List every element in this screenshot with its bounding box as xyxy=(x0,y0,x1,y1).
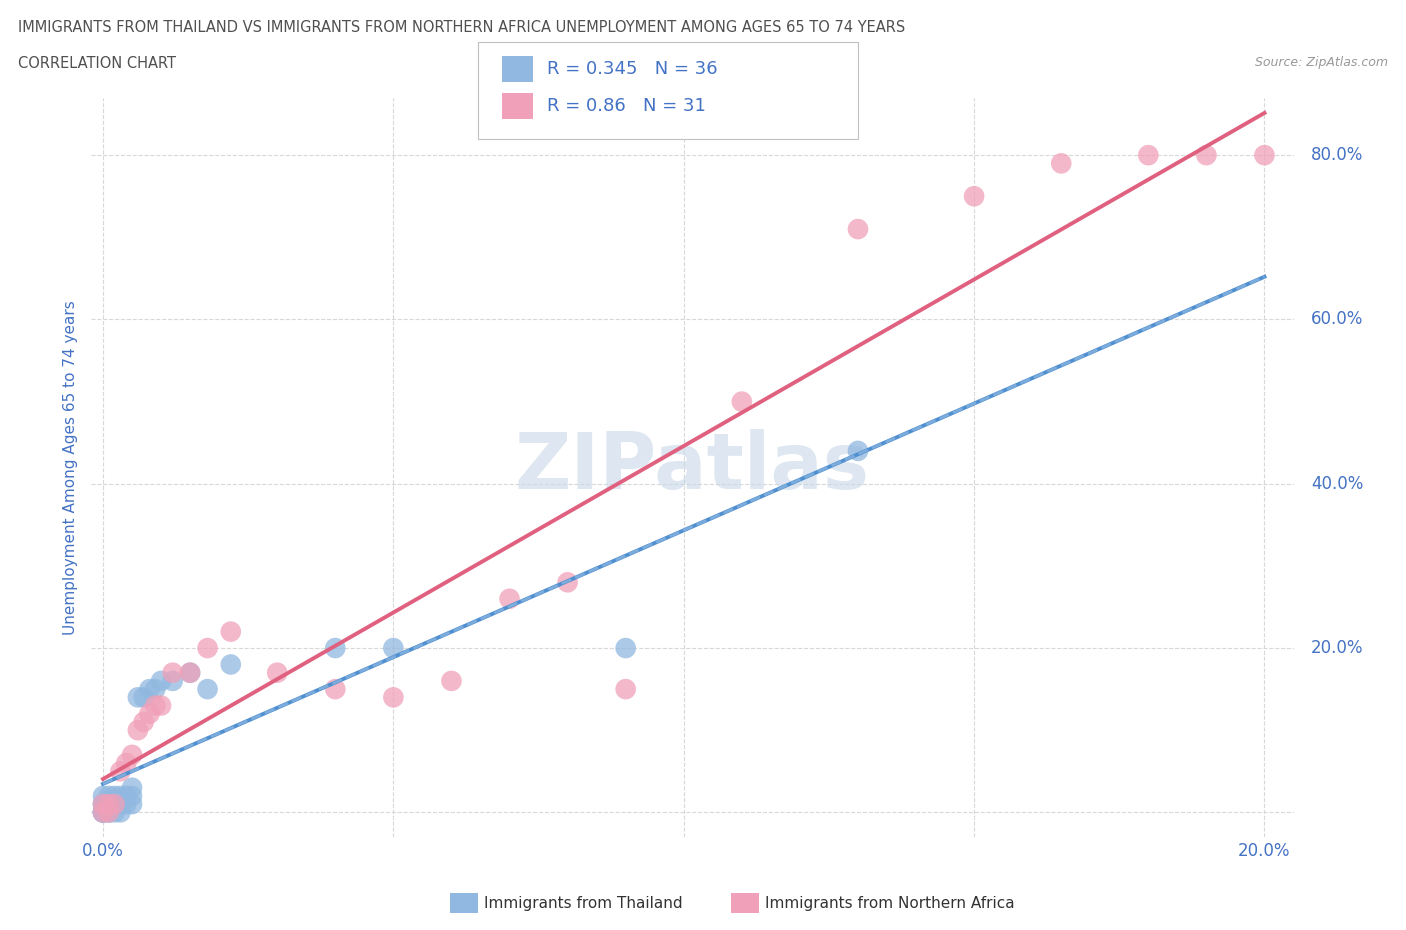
Point xyxy=(150,698,173,713)
Point xyxy=(91,805,114,820)
Point xyxy=(132,690,155,705)
Point xyxy=(197,641,219,656)
Point xyxy=(97,805,120,820)
Point xyxy=(104,797,127,812)
Text: CORRELATION CHART: CORRELATION CHART xyxy=(18,56,176,71)
Text: IMMIGRANTS FROM THAILAND VS IMMIGRANTS FROM NORTHERN AFRICA UNEMPLOYMENT AMONG A: IMMIGRANTS FROM THAILAND VS IMMIGRANTS F… xyxy=(18,20,905,35)
Point xyxy=(110,805,132,820)
Point xyxy=(91,805,114,820)
Text: 20.0%: 20.0% xyxy=(1310,639,1364,658)
Point xyxy=(179,665,201,680)
Point xyxy=(963,189,986,204)
Point xyxy=(557,575,579,590)
Point xyxy=(162,673,184,688)
Point xyxy=(1050,156,1073,171)
Point xyxy=(97,805,120,820)
Point xyxy=(115,797,138,812)
Point xyxy=(121,789,143,804)
Point xyxy=(614,641,637,656)
Point xyxy=(91,789,114,804)
Point xyxy=(846,444,869,458)
Point xyxy=(91,797,114,812)
Point xyxy=(138,707,160,722)
Point xyxy=(127,723,149,737)
Point xyxy=(110,789,132,804)
Point xyxy=(91,805,114,820)
Point xyxy=(104,797,127,812)
Point xyxy=(104,797,127,812)
Point xyxy=(498,591,520,606)
Text: 60.0%: 60.0% xyxy=(1310,311,1364,328)
Point xyxy=(91,805,114,820)
Point xyxy=(323,682,346,697)
Point xyxy=(91,797,114,812)
Point xyxy=(97,789,120,804)
Text: 40.0%: 40.0% xyxy=(1310,474,1364,493)
Point xyxy=(179,665,201,680)
Point xyxy=(104,805,127,820)
Y-axis label: Unemployment Among Ages 65 to 74 years: Unemployment Among Ages 65 to 74 years xyxy=(63,300,79,634)
Text: R = 0.345   N = 36: R = 0.345 N = 36 xyxy=(547,60,717,78)
Text: ZIPatlas: ZIPatlas xyxy=(515,430,870,505)
Text: 80.0%: 80.0% xyxy=(1310,146,1364,165)
Point xyxy=(162,665,184,680)
Point xyxy=(143,698,166,713)
Text: R = 0.86   N = 31: R = 0.86 N = 31 xyxy=(547,97,706,115)
Point xyxy=(440,673,463,688)
Point xyxy=(731,394,754,409)
Point xyxy=(846,221,869,236)
Point xyxy=(323,641,346,656)
Point xyxy=(219,624,242,639)
Text: Immigrants from Northern Africa: Immigrants from Northern Africa xyxy=(765,896,1015,910)
Point xyxy=(219,657,242,671)
Point xyxy=(127,690,149,705)
Point xyxy=(132,714,155,729)
Point xyxy=(91,805,114,820)
Point xyxy=(143,682,166,697)
Point xyxy=(97,797,120,812)
Point xyxy=(104,789,127,804)
Point xyxy=(110,797,132,812)
Point xyxy=(150,673,173,688)
Point xyxy=(115,789,138,804)
Point xyxy=(121,748,143,763)
Point xyxy=(97,805,120,820)
Point xyxy=(1195,148,1218,163)
Text: Source: ZipAtlas.com: Source: ZipAtlas.com xyxy=(1254,56,1388,69)
Point xyxy=(110,764,132,778)
Point xyxy=(197,682,219,697)
Point xyxy=(382,641,405,656)
Point xyxy=(266,665,288,680)
Text: Immigrants from Thailand: Immigrants from Thailand xyxy=(484,896,682,910)
Point xyxy=(121,780,143,795)
Point xyxy=(121,797,143,812)
Point xyxy=(1137,148,1160,163)
Point xyxy=(382,690,405,705)
Point xyxy=(97,797,120,812)
Point xyxy=(91,797,114,812)
Point xyxy=(1253,148,1275,163)
Point xyxy=(614,682,637,697)
Point xyxy=(138,682,160,697)
Point xyxy=(115,755,138,770)
